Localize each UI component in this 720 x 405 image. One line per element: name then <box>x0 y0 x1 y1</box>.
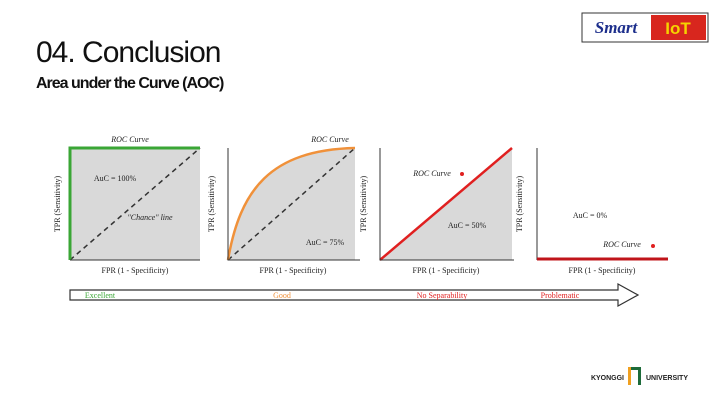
arrow-label: No Separability <box>417 291 467 300</box>
footer-right: UNIVERSITY <box>646 375 688 382</box>
axes <box>227 148 360 261</box>
roc-curve <box>226 146 356 261</box>
roc-dot <box>460 172 464 176</box>
y-label: TPR (Sensitivity) <box>515 176 524 233</box>
roc-curve <box>68 146 200 260</box>
footer-mark <box>631 367 641 370</box>
logo-right: IoT <box>665 19 691 38</box>
x-label: FPR (1 - Specificity) <box>413 266 480 275</box>
y-label: TPR (Sensitivity) <box>359 176 368 233</box>
x-label: FPR (1 - Specificity) <box>569 266 636 275</box>
roc-label: ROC Curve <box>602 240 641 249</box>
chance-line <box>69 147 201 261</box>
chance-label: "Chance" line <box>127 213 173 222</box>
auc-label: AuC = 0% <box>573 211 608 220</box>
footer-left: KYONGGI <box>591 375 624 382</box>
x-label: FPR (1 - Specificity) <box>260 266 327 275</box>
x-label: FPR (1 - Specificity) <box>102 266 169 275</box>
arrow-label: Excellent <box>85 291 116 300</box>
auc-label: AuC = 100% <box>94 174 137 183</box>
scale-arrow <box>69 282 640 308</box>
arrow-label: Problematic <box>541 291 580 300</box>
axes <box>379 148 514 261</box>
roc-label: ROC Curve <box>412 169 451 178</box>
subtitle: Area under the Curve (AOC) <box>36 75 224 92</box>
roc-label: ROC Curve <box>310 135 349 144</box>
logo-left: Smart <box>595 18 639 37</box>
logo-block <box>651 15 706 40</box>
roc-label: ROC Curve <box>110 135 149 144</box>
y-label: TPR (Sensitivity) <box>207 176 216 233</box>
roc-dot <box>651 244 655 248</box>
footer-mark <box>628 367 631 385</box>
roc-curve <box>379 147 513 261</box>
chance-line <box>227 147 356 261</box>
y-label: TPR (Sensitivity) <box>53 176 62 233</box>
auc-label: AuC = 75% <box>306 238 345 247</box>
auc-label: AuC = 50% <box>448 221 487 230</box>
arrow-label: Good <box>273 291 291 300</box>
footer-mark <box>638 370 641 385</box>
title: 04. Conclusion <box>36 36 220 69</box>
